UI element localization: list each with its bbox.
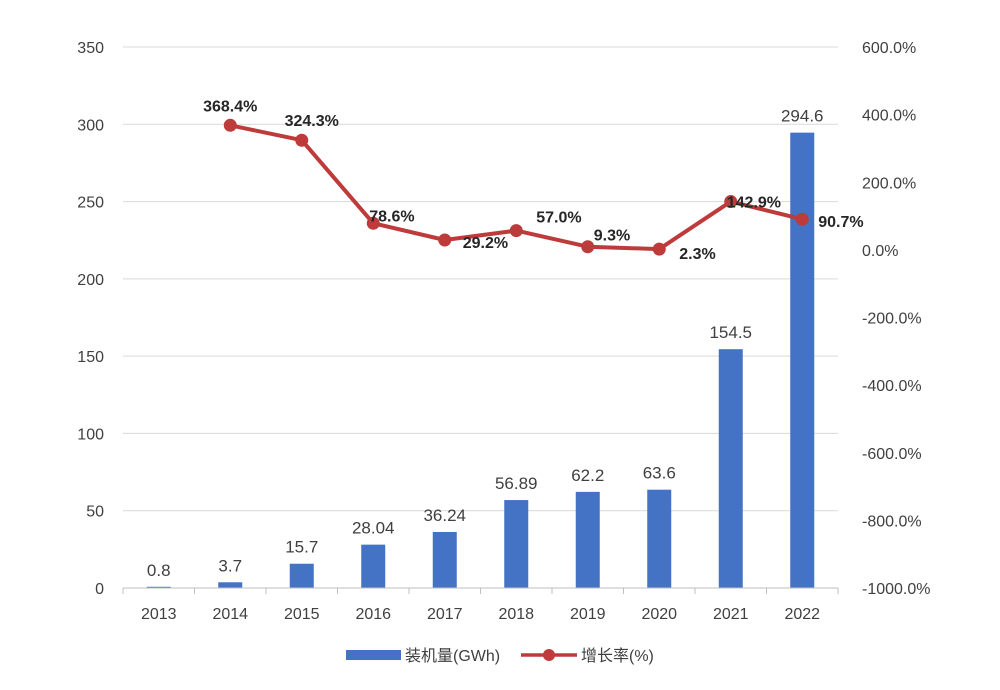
left-tick-label: 50: [86, 504, 104, 521]
x-tick-label: 2016: [355, 606, 391, 623]
line-series: [223, 118, 809, 256]
right-tick-label: -600.0%: [862, 446, 922, 463]
bar-value-label: 63.6: [643, 464, 676, 483]
legend-bar-swatch: [346, 650, 401, 660]
left-tick-label: 100: [77, 426, 104, 443]
left-tick-label: 200: [77, 272, 104, 289]
rate-point: [366, 216, 380, 230]
x-tick-label: 2013: [141, 606, 177, 623]
bar: [504, 500, 529, 588]
bar: [218, 582, 243, 588]
bar-value-label: 15.7: [285, 538, 318, 557]
right-tick-label: -1000.0%: [862, 581, 931, 598]
bar-value-label: 3.7: [218, 556, 242, 575]
rate-point: [295, 133, 309, 147]
bar: [146, 586, 171, 588]
legend: 装机量(GWh) 增长率(%): [346, 647, 654, 665]
bar-value-label: 0.8: [147, 561, 171, 580]
x-tick-label: 2014: [212, 606, 248, 623]
x-axis-ticks: 2013 2014 2015 2016 2017 2018 2019 2020 2021 2022: [141, 606, 820, 623]
bar-value-label: 36.24: [423, 506, 466, 525]
bar: [647, 489, 672, 588]
rate-value-label: 2.3%: [679, 246, 715, 263]
x-tick-label: 2019: [570, 606, 606, 623]
left-tick-label: 150: [77, 349, 104, 366]
bar: [718, 349, 743, 588]
rate-value-label: 142.9%: [727, 195, 781, 212]
right-axis-ticks: -1000.0% -800.0% -600.0% -400.0% -200.0% 0.0%…: [862, 40, 931, 598]
bar-value-label: 154.5: [709, 323, 752, 342]
right-tick-label: 0.0%: [862, 243, 898, 260]
bar: [575, 491, 600, 588]
x-tick-label: 2020: [641, 606, 677, 623]
rate-point: [724, 195, 738, 209]
bar-value-label: 62.2: [571, 466, 604, 485]
right-tick-label: -200.0%: [862, 311, 922, 328]
bar: [432, 531, 457, 588]
rate-value-labels: 368.4% 324.3% 78.6% 29.2% 57.0% 9.3% 2.3% 142.9…: [203, 98, 864, 263]
bar: [361, 544, 386, 588]
right-tick-label: -400.0%: [862, 378, 922, 395]
bar-series: [146, 132, 815, 588]
bar-value-label: 28.04: [352, 519, 395, 538]
rate-value-label: 90.7%: [818, 214, 863, 231]
rate-value-label: 78.6%: [369, 208, 414, 225]
left-axis-ticks: 0 50 100 150 200 250 300 350: [77, 40, 104, 598]
x-tick-label: 2022: [784, 606, 820, 623]
x-axis: [122, 587, 839, 594]
rate-value-label: 29.2%: [463, 235, 508, 252]
rate-point: [795, 212, 809, 226]
legend-bar-label: 装机量(GWh): [405, 647, 500, 665]
right-tick-label: -800.0%: [862, 513, 922, 530]
rate-point: [509, 224, 523, 238]
legend-line-marker: [543, 649, 555, 661]
x-tick-label: 2017: [427, 606, 463, 623]
left-tick-label: 300: [77, 117, 104, 134]
bar-value-label: 294.6: [781, 107, 824, 126]
bar-value-label: 56.89: [495, 474, 538, 493]
right-tick-label: 200.0%: [862, 175, 916, 192]
left-tick-label: 0: [95, 581, 104, 598]
legend-line-label: 增长率(%): [581, 647, 654, 665]
left-tick-label: 350: [77, 40, 104, 57]
rate-value-label: 57.0%: [536, 210, 581, 227]
bar-value-labels: 0.8 3.7 15.7 28.04 36.24 56.89 62.2 63.6 154.5 29…: [147, 107, 824, 580]
rate-point: [652, 242, 666, 256]
right-tick-label: 600.0%: [862, 40, 916, 57]
left-tick-label: 250: [77, 195, 104, 212]
bar: [289, 563, 314, 588]
rate-value-label: 368.4%: [203, 98, 257, 115]
rate-point: [581, 240, 595, 254]
rate-value-label: 9.3%: [594, 228, 630, 245]
right-tick-label: 400.0%: [862, 108, 916, 125]
gridlines: [123, 46, 838, 512]
x-tick-label: 2018: [498, 606, 534, 623]
x-tick-label: 2021: [713, 606, 749, 623]
bar: [790, 132, 815, 588]
x-tick-label: 2015: [284, 606, 320, 623]
rate-point: [223, 118, 237, 132]
rate-point: [438, 233, 452, 247]
rate-value-label: 324.3%: [285, 113, 339, 130]
